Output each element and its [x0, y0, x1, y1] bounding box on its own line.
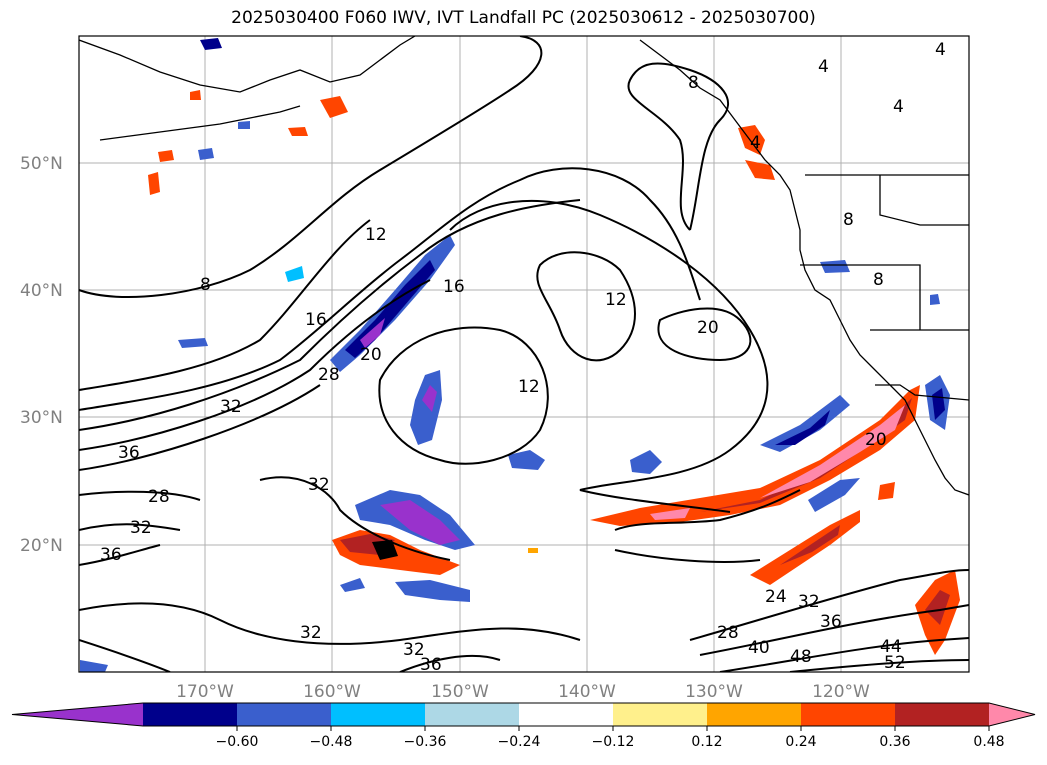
- latitude-labels: 50°N 40°N 30°N 20°N: [20, 154, 63, 556]
- contour-label: 52: [884, 653, 906, 673]
- lon-label: 140°W: [558, 682, 616, 702]
- contour-label: 20: [865, 430, 887, 450]
- lon-label: 160°W: [303, 682, 361, 702]
- colorbar-extend-high: [989, 703, 1035, 726]
- contour-label: 32: [798, 592, 820, 612]
- colorbar-segment: [519, 703, 613, 726]
- contour-label: 12: [365, 225, 387, 245]
- lat-label: 30°N: [20, 408, 63, 428]
- contour-label: 16: [443, 277, 465, 297]
- colorbar-tick-label: 0.24: [785, 734, 816, 750]
- contour-label: 48: [790, 647, 812, 667]
- contour-label: 28: [717, 623, 739, 643]
- lon-label: 150°W: [431, 682, 489, 702]
- contour-label: 12: [605, 290, 627, 310]
- colorbar-outline: [11, 702, 1036, 727]
- colorbar: −0.60 −0.48 −0.36 −0.24 −0.12 0.12 0.24 0.36 0.4…: [11, 702, 1036, 750]
- orange-band-south: [750, 510, 860, 585]
- colorbar-tick-label: −0.48: [310, 734, 353, 750]
- colorbar-tick-label: 0.48: [973, 734, 1004, 750]
- contours: [79, 36, 969, 672]
- contour-label: 32: [403, 640, 425, 660]
- colorbar-segment: [331, 703, 425, 726]
- contour-label: 20: [360, 345, 382, 365]
- contour-label: 4: [750, 133, 761, 153]
- contour-label: 32: [220, 397, 242, 417]
- map-area: [79, 36, 969, 672]
- contour-label: 4: [818, 57, 829, 77]
- colorbar-segment: [613, 703, 707, 726]
- lon-label: 130°W: [685, 682, 743, 702]
- contour-labels: 4 4 4 4 8 8 8 8 12 12 12 16 16 20 20 20 …: [100, 40, 946, 675]
- colorbar-tick-label: −0.12: [592, 734, 635, 750]
- contour-label: 8: [200, 275, 211, 295]
- colorbar-segment: [143, 703, 237, 726]
- contour-label: 28: [318, 365, 340, 385]
- contour-label: 16: [305, 310, 327, 330]
- contour-label: 4: [935, 40, 946, 60]
- contour-label: 8: [843, 210, 854, 230]
- longitude-labels: 170°W 160°W 150°W 140°W 130°W 120°W: [176, 682, 870, 702]
- map-title: 2025030400 F060 IWV, IVT Landfall PC (20…: [231, 8, 816, 28]
- map-frame: [78, 35, 970, 673]
- colorbar-tick-label: −0.60: [216, 734, 259, 750]
- contour-label: 40: [748, 638, 770, 658]
- colorbar-segment: [425, 703, 519, 726]
- contour-label: 36: [820, 612, 842, 632]
- colorbar-segment: [707, 703, 801, 726]
- contour-label: 36: [100, 545, 122, 565]
- colorbar-segment: [801, 703, 895, 726]
- pc-shading: [80, 38, 960, 672]
- colorbar-tick-label: 0.12: [691, 734, 722, 750]
- contour-label: 20: [697, 318, 719, 338]
- contour-label: 44: [880, 637, 902, 657]
- contour-label: 32: [300, 623, 322, 643]
- contour-label: 32: [130, 518, 152, 538]
- contour-label: 8: [873, 270, 884, 290]
- colorbar-segment: [895, 703, 989, 726]
- contour-label: 36: [420, 655, 442, 675]
- lon-label: 170°W: [176, 682, 234, 702]
- lat-label: 40°N: [20, 281, 63, 301]
- colorbar-tick-label: 0.36: [879, 734, 910, 750]
- contour-label: 32: [308, 475, 330, 495]
- colorbar-segment: [237, 703, 331, 726]
- colorbar-extend-low: [12, 703, 143, 726]
- contour-label: 36: [118, 443, 140, 463]
- contour-label: 28: [148, 487, 170, 507]
- lon-label: 120°W: [812, 682, 870, 702]
- colorbar-tick-label: −0.36: [404, 734, 447, 750]
- lat-label: 20°N: [20, 536, 63, 556]
- colorbar-tick-label: −0.24: [498, 734, 541, 750]
- lat-label: 50°N: [20, 154, 63, 174]
- contour-label: 24: [765, 587, 787, 607]
- contour-label: 8: [688, 73, 699, 93]
- contour-label: 12: [518, 377, 540, 397]
- contour-label: 4: [893, 97, 904, 117]
